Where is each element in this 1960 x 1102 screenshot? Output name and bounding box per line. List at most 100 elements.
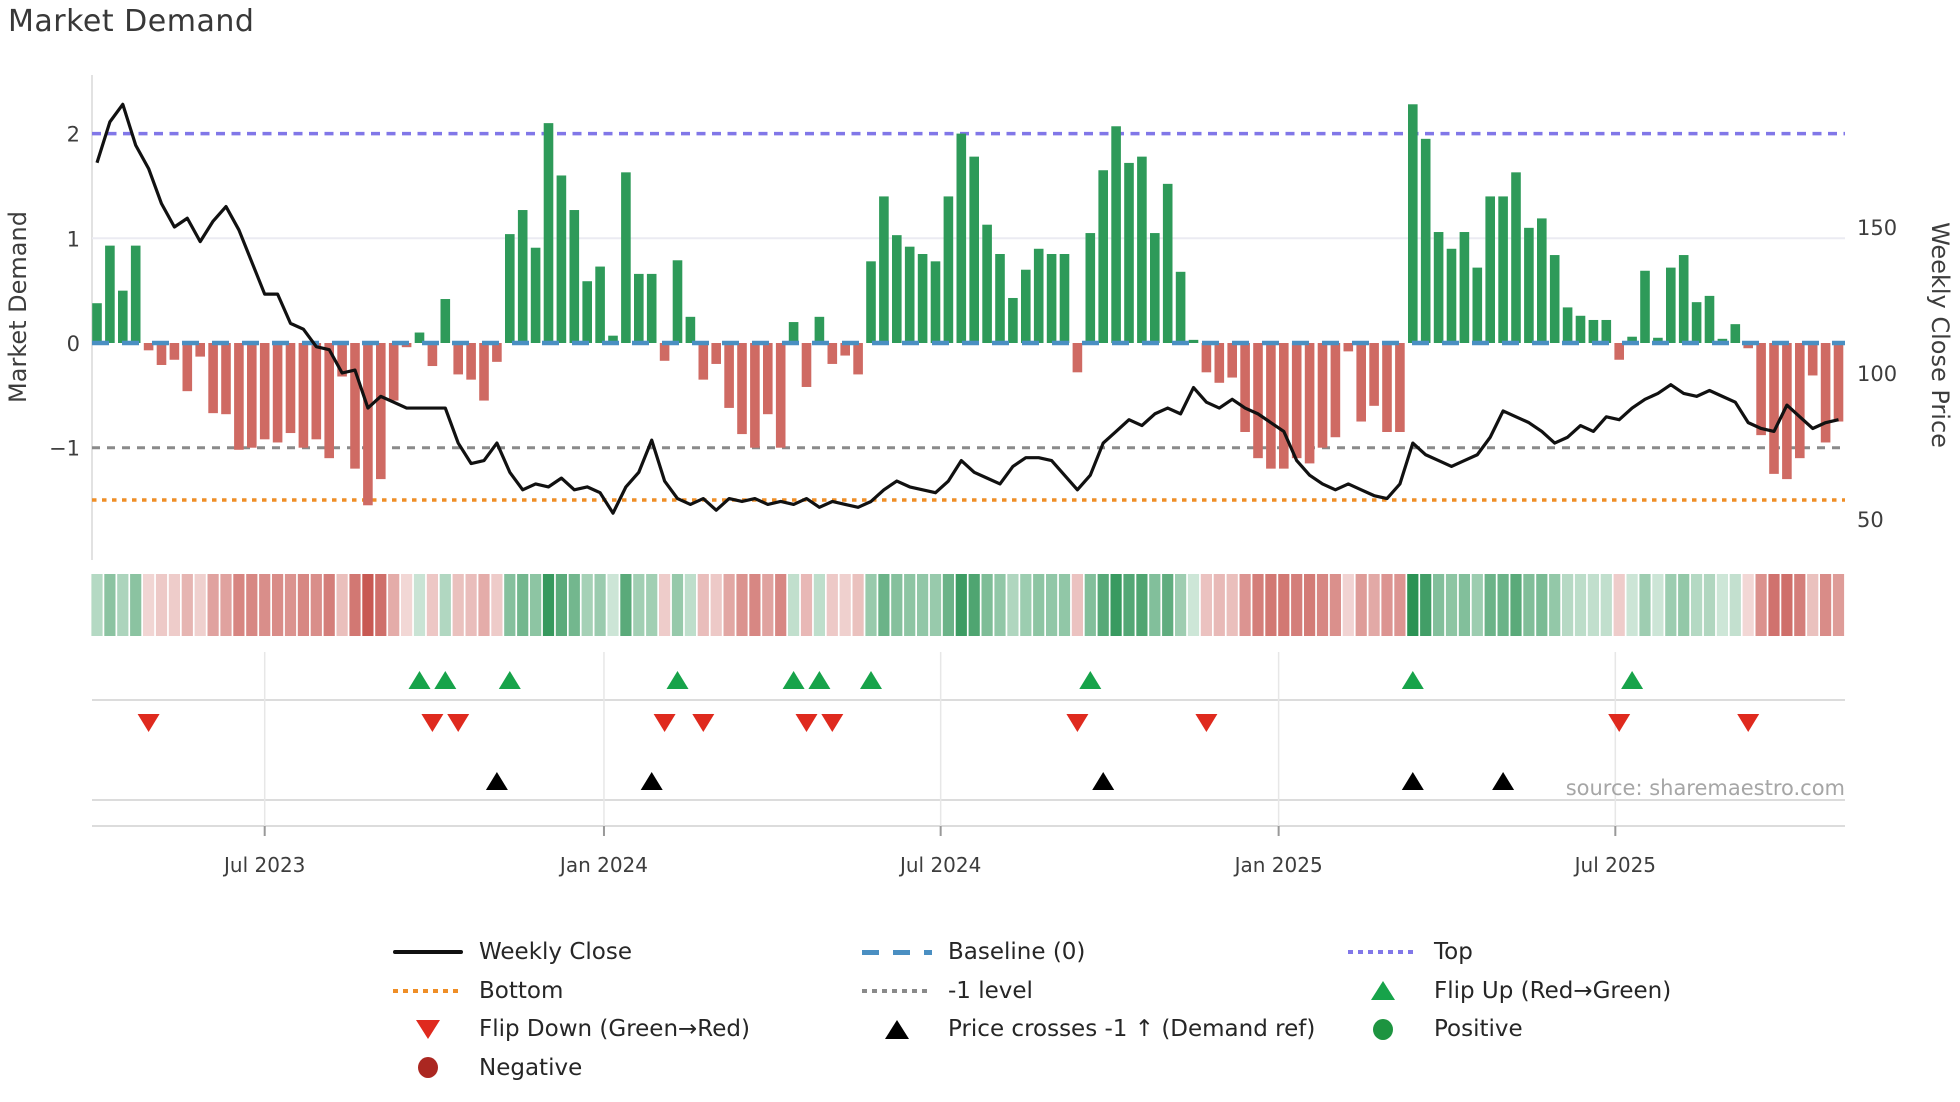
heatmap-cell (1355, 574, 1367, 636)
demand-bar-negative (143, 343, 154, 351)
heatmap-cell (1046, 574, 1058, 636)
heatmap-cell (375, 574, 387, 636)
demand-bar-positive (118, 290, 128, 343)
flip-up-marker (498, 671, 521, 689)
heatmap-cell (1613, 574, 1625, 636)
heatmap-cell (1239, 574, 1251, 636)
heatmap-cell (1097, 574, 1109, 636)
heatmap-cell (1071, 574, 1083, 636)
demand-bar-positive (1666, 267, 1676, 343)
circle-swatch (1373, 1018, 1393, 1040)
heatmap-cell (1033, 574, 1045, 636)
demand-bar-positive (1408, 104, 1418, 343)
heatmap-cell (555, 574, 567, 636)
heatmap-cell (568, 574, 580, 636)
demand-bar-positive (866, 261, 876, 343)
solid-line-icon (393, 950, 463, 955)
heatmap-cell (1213, 574, 1225, 636)
legend-label: Top (1434, 939, 1473, 966)
demand-bar-positive (440, 299, 451, 343)
heatmap-cell (1162, 574, 1174, 636)
heatmap-cell (865, 574, 877, 636)
demand-bar-positive (569, 210, 580, 343)
heatmap-cell (1445, 574, 1458, 636)
legend-label: Price crosses -1 ↑ (Demand ref) (948, 1016, 1316, 1043)
demand-bar-negative (1266, 343, 1276, 469)
weekly-close-polyline (95, 102, 1839, 515)
demand-bar-negative (156, 343, 167, 365)
legend-item: Baseline (0) (862, 933, 1315, 972)
demand-heatmap-strip (91, 574, 1845, 636)
demand-bar-negative (466, 343, 476, 380)
demand-bar-negative (1330, 343, 1341, 438)
dotted-line-icon (862, 988, 932, 993)
heatmap-cell (426, 574, 438, 636)
demand-bar-negative (1756, 343, 1766, 436)
heatmap-cell (581, 574, 593, 636)
heatmap-cell (1755, 574, 1767, 636)
demand-bar-negative (763, 343, 773, 415)
demand-bar-positive (1162, 183, 1173, 343)
demand-bar-positive (1446, 248, 1457, 343)
heatmap-cell (1510, 574, 1522, 636)
demand-bar-negative (182, 343, 193, 392)
heatmap-cell (1832, 574, 1845, 636)
demand-bar-positive (1188, 339, 1199, 343)
heatmap-cell (723, 574, 735, 636)
demand-bar-negative (775, 343, 786, 448)
heatmap-cell (762, 574, 774, 636)
heatmap-cell (1794, 574, 1806, 636)
legend-label: Flip Down (Green→Red) (479, 1016, 750, 1043)
demand-bar-negative (272, 343, 283, 443)
demand-bar-negative (737, 343, 747, 435)
legend-item: Flip Down (Green→Red) (393, 1010, 750, 1049)
demand-bar-negative (1343, 343, 1354, 352)
marker-panel (92, 652, 1845, 836)
demand-bar-negative (1291, 343, 1302, 459)
heatmap-cell (284, 574, 297, 636)
heatmap-cell (1175, 574, 1187, 636)
price-cross-marker (1401, 772, 1424, 790)
heatmap-cell (465, 574, 477, 636)
heatmap-cell (736, 574, 748, 636)
demand-bar-positive (1588, 319, 1599, 343)
heatmap-cell (749, 574, 761, 636)
heatmap-cell (220, 574, 232, 636)
heatmap-cell (659, 574, 671, 636)
demand-bar-positive (414, 332, 425, 343)
heatmap-cell (878, 574, 890, 636)
heatmap-cell (1807, 574, 1819, 636)
flip-up-marker (808, 671, 831, 689)
legend-column: Top Flip Up (Red→Green) Positive (1348, 933, 1671, 1049)
demand-bar-positive (646, 273, 657, 343)
flip-up-marker (860, 671, 882, 689)
heatmap-cell (710, 574, 722, 636)
heatmap-cell (994, 574, 1006, 636)
demand-bar-positive (1511, 172, 1521, 343)
demand-bar-negative (1279, 343, 1289, 469)
market-demand-chart: 2 1 0 −1 150 100 50 Jul 2023 Jan 2024 Jul 2024 Jan… (4, 75, 1954, 877)
demand-bar-negative (1382, 343, 1392, 432)
heatmap-cell (1316, 574, 1329, 636)
demand-bar-positive (621, 172, 631, 343)
demand-bar-positive (1008, 297, 1018, 343)
demand-bar-negative (350, 343, 360, 469)
heatmap-cell (1058, 574, 1071, 636)
heatmap-cell (1781, 574, 1793, 636)
left-tick-label: −1 (49, 437, 80, 461)
heatmap-cell (1342, 574, 1354, 636)
source-credit: source: sharemaestro.com (1566, 776, 1845, 800)
demand-bar-positive (904, 246, 915, 343)
demand-bar-negative (853, 343, 863, 375)
heatmap-cell (143, 574, 155, 636)
right-tick-label: 150 (1857, 216, 1897, 240)
legend-label: Bottom (479, 977, 564, 1004)
x-tick-label: Jul 2024 (898, 853, 981, 877)
heatmap-cell (1626, 574, 1638, 636)
flip-up-marker (1621, 671, 1644, 689)
demand-bar-positive (1730, 324, 1741, 343)
demand-bar-negative (840, 343, 850, 356)
heatmap-cell (620, 574, 632, 636)
demand-bar-negative (234, 343, 244, 450)
